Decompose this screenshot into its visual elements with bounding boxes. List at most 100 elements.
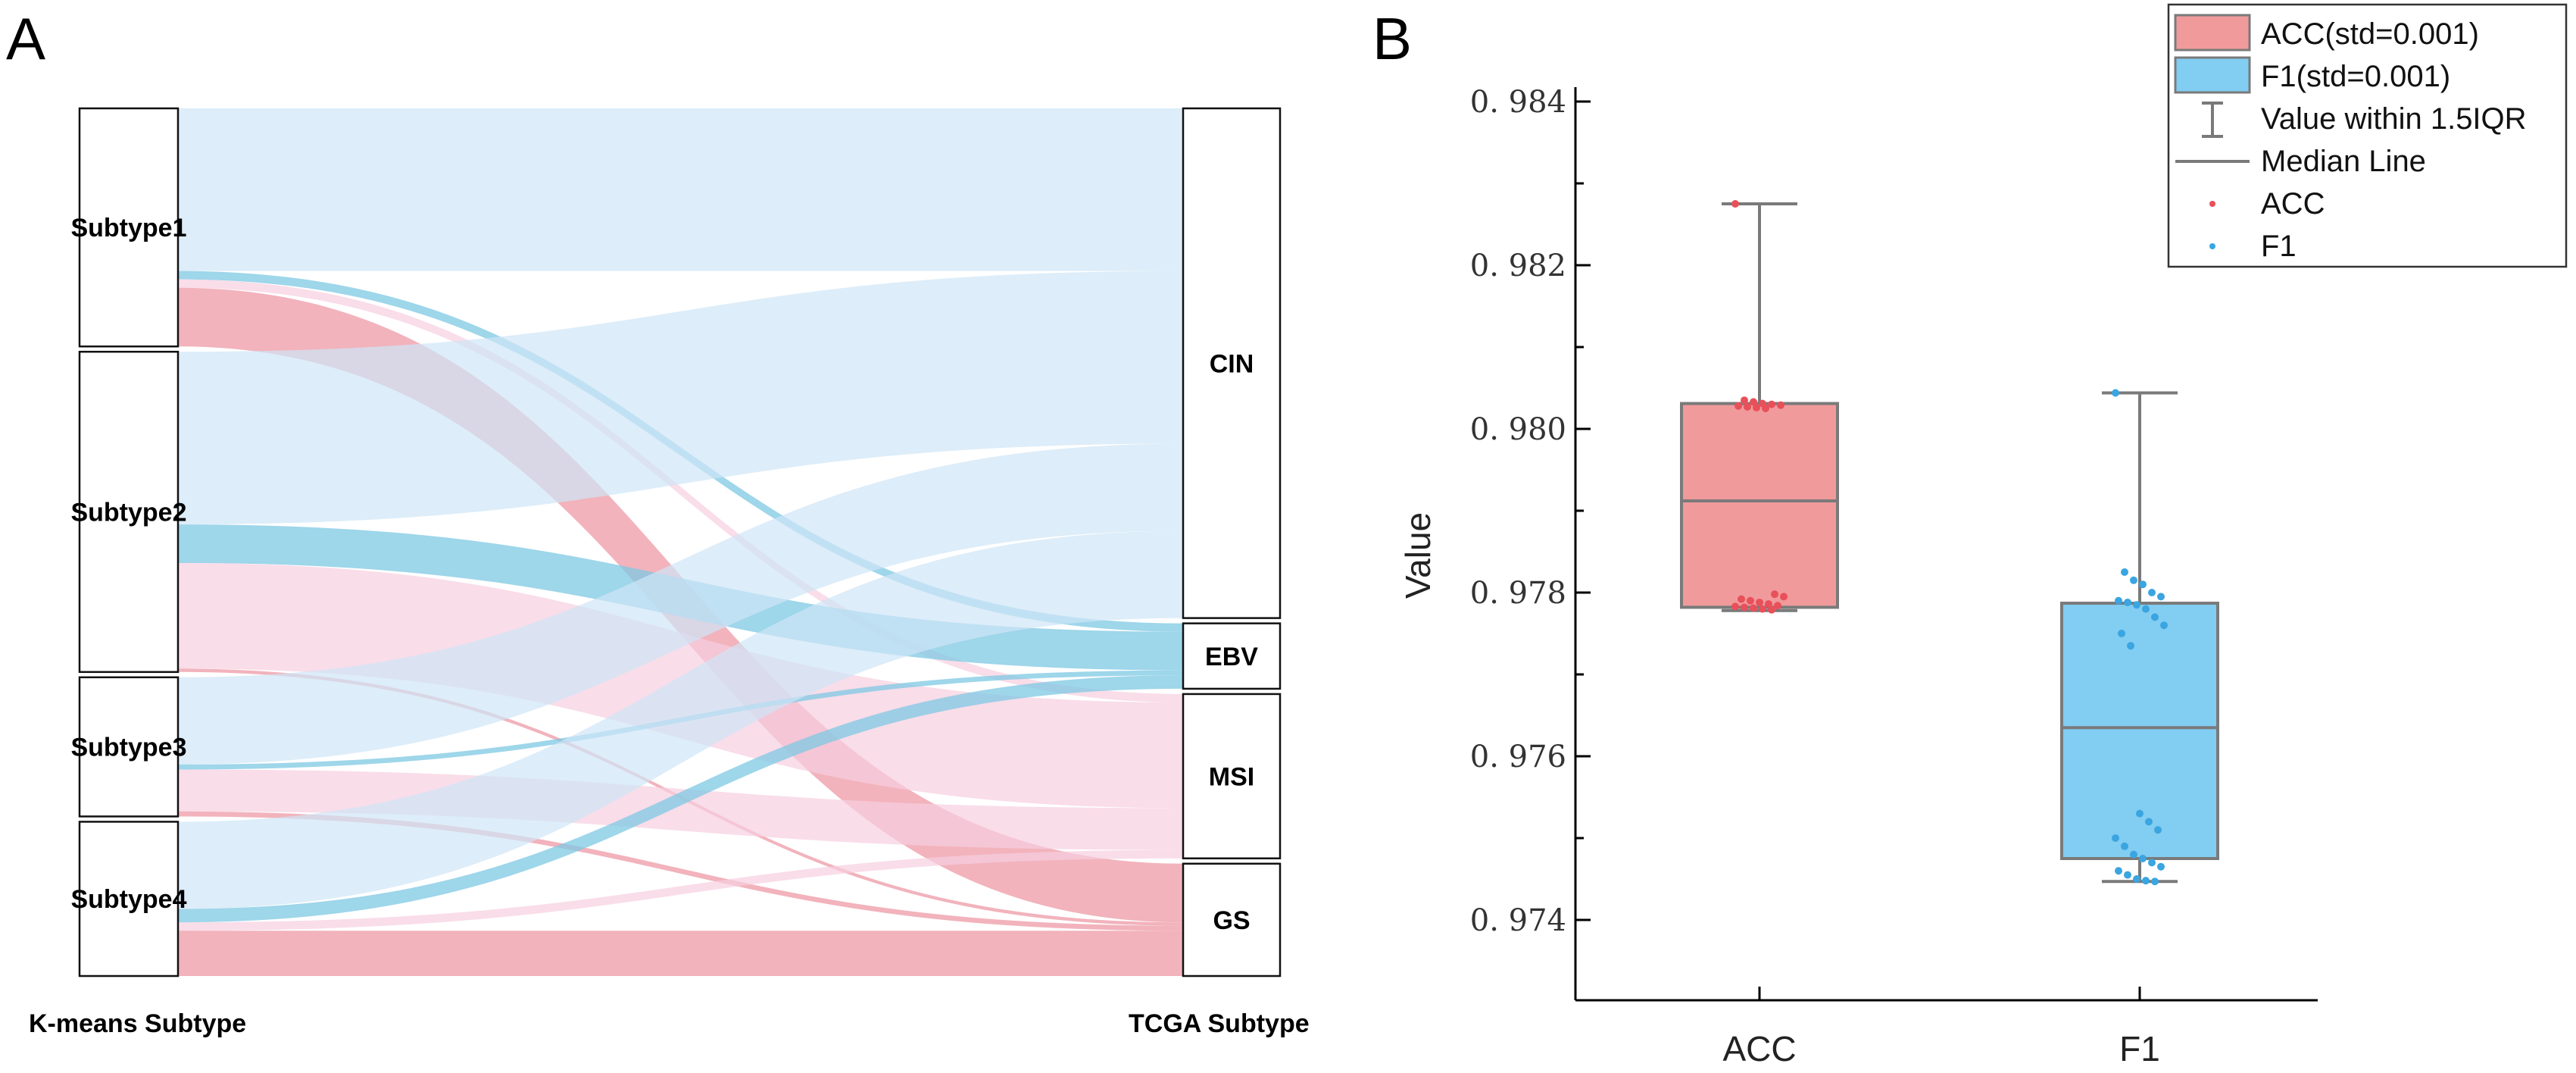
data-point-f1 xyxy=(2136,809,2144,818)
sankey-node-cin xyxy=(1182,107,1282,619)
data-point-f1 xyxy=(2154,826,2162,834)
sankey-links xyxy=(178,108,1183,976)
data-point-acc xyxy=(1765,600,1772,608)
legend-median-label: Median Line xyxy=(2261,145,2426,178)
data-point-f1 xyxy=(2118,630,2125,637)
legend-f1-point-label: F1 xyxy=(2261,230,2297,263)
data-point-f1 xyxy=(2130,850,2137,859)
sankey-node-ebv xyxy=(1182,622,1282,690)
legend-whisker-label: Value within 1.5IQR xyxy=(2261,102,2527,136)
sankey-node-label-subtype4: Subtype4 xyxy=(70,885,186,914)
right-axis-caption: TCGA Subtype xyxy=(1129,1009,1310,1038)
data-point-f1 xyxy=(2133,601,2140,609)
data-point-f1 xyxy=(2112,834,2119,842)
data-point-f1 xyxy=(2148,589,2156,596)
sankey-link-subtype3-gs xyxy=(178,811,1183,931)
x-tick-label-f1: F1 xyxy=(2119,1029,2160,1068)
sankey-link-subtype4-cin xyxy=(178,530,1183,909)
data-point-f1 xyxy=(2160,621,2168,630)
data-point-f1 xyxy=(2148,859,2156,867)
y-tick-label: 0. 978 xyxy=(1470,576,1566,611)
box-f1 xyxy=(2060,602,2219,860)
sankey-node-gs xyxy=(1182,862,1282,978)
legend-f1-box-swatch xyxy=(2174,56,2251,94)
data-point-f1 xyxy=(2157,862,2165,871)
sankey-node-label-gs: GS xyxy=(1213,906,1250,935)
sankey-node-subtype3 xyxy=(78,676,180,818)
data-point-f1 xyxy=(2151,877,2159,886)
boxplot-panel: B 0. 974 0. 976 0. 978 0. 980 0. 982 0. 984 AC… xyxy=(1372,3,2568,1068)
data-point-acc xyxy=(1756,598,1763,606)
legend-acc-box-label: ACC(std=0.001) xyxy=(2261,17,2479,51)
data-point-f1 xyxy=(2121,842,2128,850)
data-point-acc xyxy=(1771,590,1778,599)
box-acc xyxy=(1680,402,1839,609)
box-boxes xyxy=(1680,202,2219,884)
panel-a-letter: A xyxy=(6,5,45,72)
x-tick-label-acc: ACC xyxy=(1722,1029,1796,1068)
data-point-f1 xyxy=(2142,605,2150,613)
sankey-node-label-subtype2: Subtype2 xyxy=(70,498,186,527)
data-point-f1 xyxy=(2121,568,2128,576)
data-point-acc xyxy=(1777,401,1784,409)
box-points xyxy=(1731,200,2168,886)
sankey-node-label-subtype3: Subtype3 xyxy=(70,734,186,762)
legend-f1-box-label: F1(std=0.001) xyxy=(2261,60,2450,93)
data-point-acc xyxy=(1753,403,1760,411)
sankey-link-subtype4-gs xyxy=(178,931,1183,976)
sankey-link-subtype3-msi xyxy=(178,769,1183,850)
data-point-f1 xyxy=(2157,593,2165,601)
y-axis-label: Value xyxy=(1398,512,1438,599)
sankey-node-msi xyxy=(1182,693,1282,860)
legend-f1-point-icon xyxy=(2209,243,2215,249)
data-point-f1 xyxy=(2145,818,2153,826)
data-point-acc xyxy=(1762,405,1769,412)
data-point-acc xyxy=(1741,603,1748,612)
sankey-link-subtype3-cin xyxy=(178,443,1183,765)
legend-acc-box-swatch xyxy=(2174,14,2251,52)
y-tick-label: 0. 982 xyxy=(1470,249,1566,283)
legend: ACC(std=0.001) F1(std=0.001) Value withi… xyxy=(2167,3,2568,268)
sankey-link-subtype4-ebv xyxy=(178,675,1183,923)
legend-acc-point-label: ACC xyxy=(2261,187,2325,221)
data-point-f1 xyxy=(2151,613,2159,621)
sankey-link-subtype1-cin xyxy=(178,108,1183,271)
data-point-acc xyxy=(1731,200,1739,208)
data-point-acc xyxy=(1759,605,1766,613)
data-point-acc xyxy=(1741,396,1748,405)
data-point-acc xyxy=(1747,596,1754,605)
data-point-f1 xyxy=(2133,875,2140,883)
data-point-acc xyxy=(1768,400,1775,408)
sankey-node-label-subtype1: Subtype1 xyxy=(70,214,186,242)
y-tick-label: 0. 980 xyxy=(1470,412,1566,447)
legend-whisker-icon xyxy=(2202,102,2223,138)
data-point-f1 xyxy=(2139,855,2147,862)
data-point-f1 xyxy=(2130,576,2137,584)
legend-acc-point-icon xyxy=(2209,201,2215,207)
sankey-link-subtype2-cin xyxy=(178,271,1183,525)
data-point-acc xyxy=(1780,593,1788,601)
sankey-node-label-cin: CIN xyxy=(1210,349,1254,378)
sankey-node-label-ebv: EBV xyxy=(1205,643,1258,671)
box-axes: 0. 974 0. 976 0. 978 0. 980 0. 982 0. 984 ACC F… xyxy=(1470,85,2318,1068)
data-point-acc xyxy=(1738,595,1745,603)
data-point-acc xyxy=(1768,605,1775,614)
sankey-node-subtype1 xyxy=(78,107,180,348)
data-point-acc xyxy=(1735,402,1742,410)
sankey-nodes: Subtype1 Subtype2 Subtype3 Subtype4 CIN EBV MS… xyxy=(70,107,1282,978)
data-point-f1 xyxy=(2115,867,2122,875)
data-point-f1 xyxy=(2115,596,2122,605)
data-point-acc xyxy=(1750,604,1757,612)
data-point-f1 xyxy=(2112,389,2119,397)
data-point-acc xyxy=(1731,602,1739,611)
y-tick-label: 0. 974 xyxy=(1470,903,1566,938)
left-axis-caption: K-means Subtype xyxy=(29,1009,246,1038)
sankey-link-subtype1-msi xyxy=(178,279,1183,702)
y-tick-label: 0. 984 xyxy=(1470,85,1566,120)
sankey-panel: A Subtype1 Subtype2 Subtype3 Subtype4 CIN EBV… xyxy=(6,5,1310,1038)
data-point-f1 xyxy=(2127,642,2134,650)
data-point-f1 xyxy=(2124,598,2131,606)
sankey-node-label-msi: MSI xyxy=(1209,762,1254,791)
panel-b-letter: B xyxy=(1372,5,1412,72)
